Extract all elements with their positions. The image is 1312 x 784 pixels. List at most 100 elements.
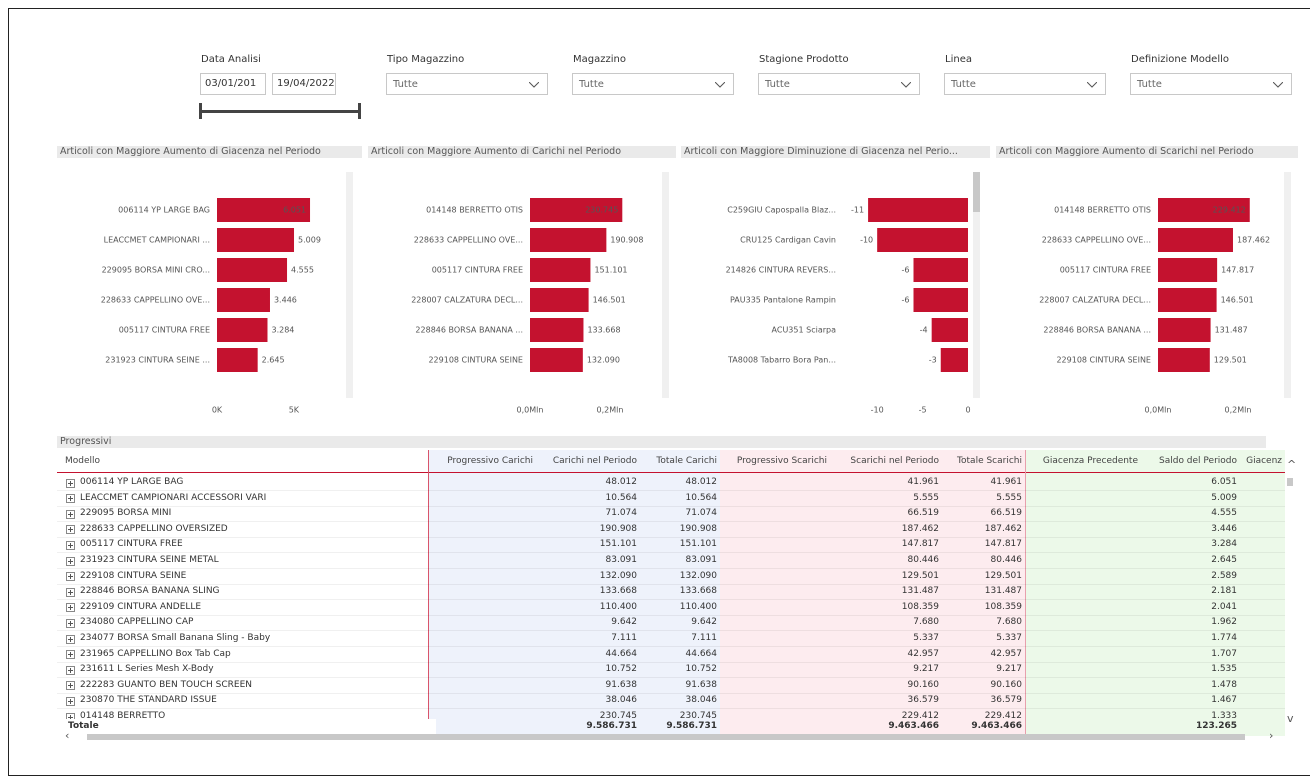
table-cell: 48.012 xyxy=(685,477,718,487)
date-to[interactable]: 19/04/2022 xyxy=(272,73,336,95)
table-cell: 4.555 xyxy=(1211,508,1237,519)
expand-icon-v xyxy=(70,683,71,689)
chevron xyxy=(529,82,539,88)
v-scrollbar[interactable] xyxy=(1287,478,1293,486)
dropdown-value: Tutte xyxy=(765,79,790,90)
column-header[interactable]: Modello xyxy=(65,456,101,466)
row-line xyxy=(57,646,1285,647)
chart-title: Articoli con Maggiore Aumento di Giacenz… xyxy=(57,146,362,158)
expand-icon[interactable] xyxy=(66,650,75,660)
dropdown[interactable]: Tutte xyxy=(1130,73,1292,95)
scroll-down[interactable]: v xyxy=(1287,712,1294,725)
table-cell: 80.446 xyxy=(907,555,940,565)
table-cell: 187.462 xyxy=(984,523,1022,534)
table-cell: 129.501 xyxy=(901,570,939,581)
row-line xyxy=(57,630,1285,632)
chevron-line xyxy=(1087,82,1097,88)
table-cell: 7.680 xyxy=(996,617,1022,628)
filter-label: Definizione Modello xyxy=(1131,54,1230,65)
expand-icon[interactable] xyxy=(66,525,75,535)
row-line xyxy=(57,568,1285,569)
expand-icon[interactable] xyxy=(66,572,75,582)
column-header[interactable]: Progressivo Carichi xyxy=(447,456,533,466)
table-cell: 5.337 xyxy=(913,633,939,643)
table-cell: 1.467 xyxy=(1211,695,1237,706)
expand-icon[interactable] xyxy=(66,556,75,566)
row-line xyxy=(57,521,1285,523)
table-cell: 1.774 xyxy=(1211,633,1237,643)
table-cell: 151.101 xyxy=(599,539,637,550)
table-cell: 9.642 xyxy=(611,617,637,628)
row-line xyxy=(57,583,1285,585)
h-scrollbar[interactable] xyxy=(87,734,1245,740)
table-cell: 229095 BORSA MINI xyxy=(80,508,172,519)
expand-icon[interactable] xyxy=(66,696,75,706)
slider-handle[interactable] xyxy=(199,103,202,119)
matrix: Progressivi Modello Progressivo Carichi Car… xyxy=(57,436,1297,746)
table-cell: 90.160 xyxy=(907,679,940,690)
table-title: Progressivi xyxy=(57,436,1266,448)
total-cell: 9.586.731 xyxy=(536,719,640,735)
dropdown[interactable]: Tutte xyxy=(572,73,734,95)
table-cell: 71.074 xyxy=(605,508,638,519)
expand-icon[interactable] xyxy=(66,712,75,720)
expand-icon[interactable] xyxy=(66,634,75,644)
expand-icon[interactable] xyxy=(66,618,75,628)
column-header[interactable]: Totale Scarichi xyxy=(957,456,1022,466)
dropdown[interactable]: Tutte xyxy=(758,73,920,95)
table-cell: 234080 CAPPELLINO CAP xyxy=(80,617,194,628)
expand-icon-v xyxy=(70,574,71,580)
table-cell: 229109 CINTURA ANDELLE xyxy=(80,601,202,612)
dropdown-value: Tutte xyxy=(393,79,418,90)
table-cell: 3.446 xyxy=(1211,523,1237,534)
table-cell: 5.009 xyxy=(1211,492,1237,503)
filter-label: Data Analisi xyxy=(201,54,261,65)
expand-icon[interactable] xyxy=(66,478,75,488)
column-header[interactable]: Saldo del Periodo xyxy=(1159,456,1237,466)
column-header[interactable]: Carichi nel Periodo xyxy=(552,456,637,466)
filter-label: Linea xyxy=(945,54,972,65)
expand-icon[interactable] xyxy=(66,665,75,675)
dropdown[interactable]: Tutte xyxy=(944,73,1106,95)
table-cell: 108.359 xyxy=(984,601,1022,612)
expand-icon[interactable] xyxy=(66,509,75,519)
scroll-left[interactable]: ‹ xyxy=(65,729,70,742)
slider-handle[interactable] xyxy=(358,103,361,119)
table-cell: 228633 CAPPELLINO OVERSIZED xyxy=(80,523,228,534)
expand-icon[interactable] xyxy=(66,681,75,691)
column-header[interactable]: Progressivo Scarichi xyxy=(736,456,827,466)
table-cell: 1.333 xyxy=(1211,711,1237,720)
scroll-up[interactable]: ^ xyxy=(1287,458,1297,471)
frame xyxy=(8,8,1310,776)
expand-icon-v xyxy=(70,667,71,673)
expand-icon[interactable] xyxy=(66,494,75,504)
expand-icon[interactable] xyxy=(66,540,75,550)
table-cell: 48.012 xyxy=(605,477,638,487)
scroll-right[interactable]: › xyxy=(1269,729,1274,742)
table-cell: 006114 YP LARGE BAG xyxy=(80,477,184,487)
column-header[interactable]: Totale Carichi xyxy=(656,456,717,466)
table-cell: 10.564 xyxy=(685,492,718,503)
column-header[interactable]: Giacenz xyxy=(1246,456,1282,466)
table-cell: 230.745 xyxy=(679,711,717,720)
table-cell: 5.555 xyxy=(913,492,939,503)
expand-icon[interactable] xyxy=(66,587,75,597)
table-cell: 9.642 xyxy=(691,617,717,628)
column-header[interactable]: Scarichi nel Periodo xyxy=(850,456,939,466)
total-cell: 9.586.731 xyxy=(640,719,720,735)
column-header[interactable]: Giacenza Precedente xyxy=(1042,456,1138,466)
dropdown-value: Tutte xyxy=(951,79,976,90)
total-cell: 9.463.466 xyxy=(942,719,1025,735)
table-cell: 7.680 xyxy=(913,617,939,628)
dropdown[interactable]: Tutte xyxy=(386,73,548,95)
column-bg xyxy=(428,450,536,736)
table-cell: 7.111 xyxy=(611,633,637,643)
table-cell: 110.400 xyxy=(679,601,717,612)
date-from[interactable]: 03/01/201 xyxy=(200,73,266,95)
total-cell: Totale xyxy=(65,719,436,735)
expand-icon[interactable] xyxy=(66,603,75,613)
total-cell: 9.463.466 xyxy=(830,719,942,735)
slider[interactable] xyxy=(200,110,360,113)
table-cell: 229.412 xyxy=(984,711,1022,720)
filter-label: Tipo Magazzino xyxy=(387,54,465,65)
